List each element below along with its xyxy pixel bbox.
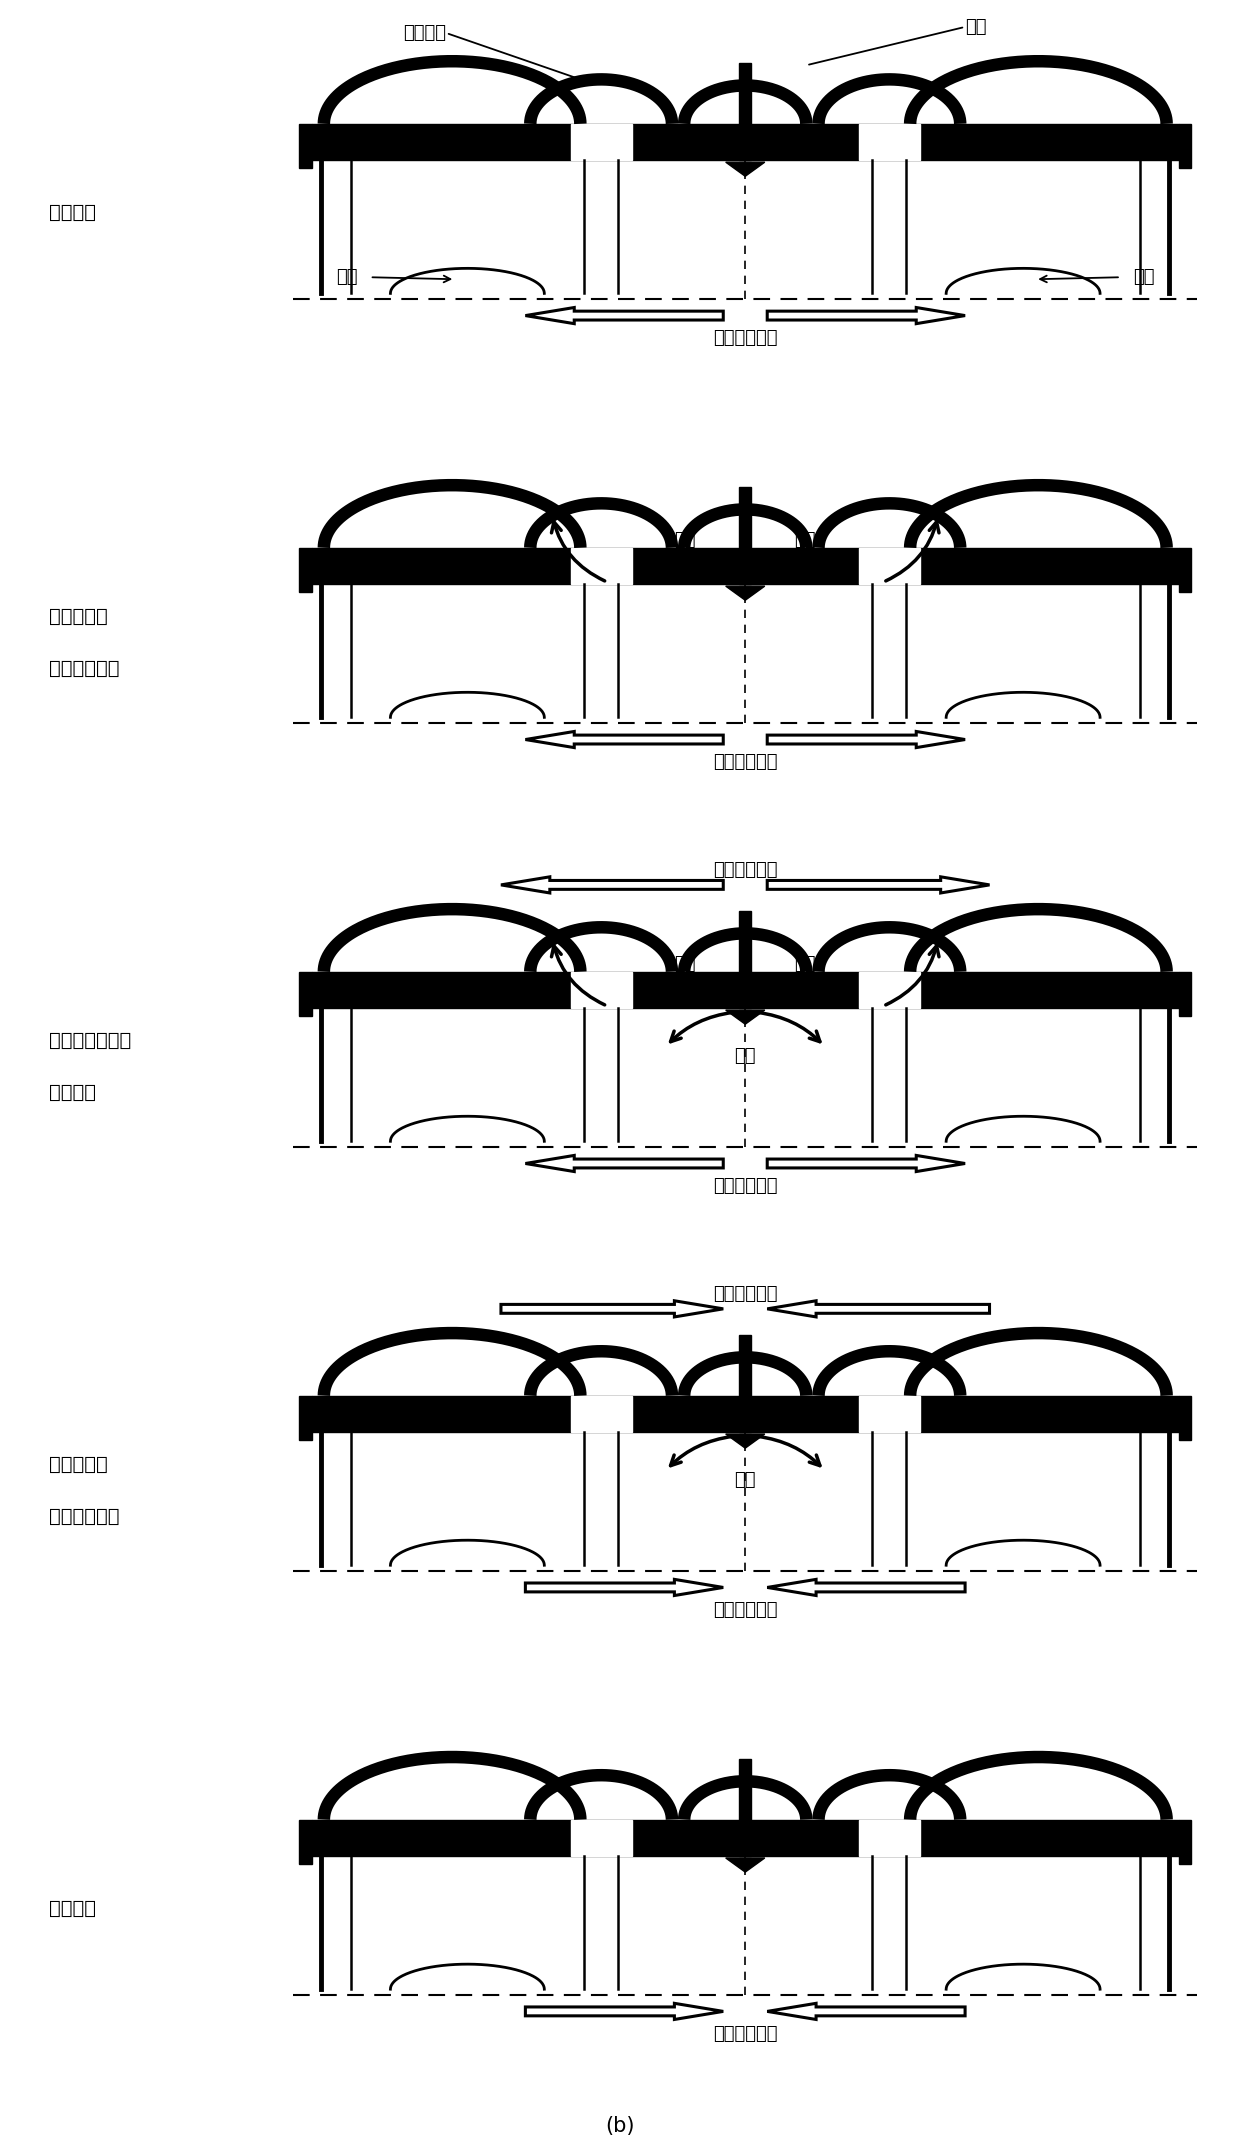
FancyArrow shape [526, 2003, 723, 2020]
Bar [739, 1760, 751, 1857]
Text: 进气: 进气 [734, 1047, 756, 1066]
Polygon shape [725, 161, 765, 176]
Bar [299, 125, 311, 168]
Text: 进气口打开: 进气口打开 [50, 1455, 108, 1474]
Bar [311, 1395, 1179, 1431]
Bar [570, 1820, 631, 1857]
Bar [1179, 1820, 1192, 1863]
Text: 进、排气口打开: 进、排气口打开 [50, 1032, 131, 1051]
Text: 自由排气阶段: 自由排气阶段 [50, 660, 119, 679]
Polygon shape [946, 1964, 1100, 1990]
Text: 进气: 进气 [734, 1472, 756, 1489]
Bar [311, 1820, 1179, 1857]
Polygon shape [391, 1964, 544, 1990]
Bar [311, 971, 1179, 1008]
Text: 膨胀阶段: 膨胀阶段 [50, 204, 95, 221]
Bar [739, 1335, 751, 1431]
Text: 活塞: 活塞 [336, 269, 357, 286]
Text: 过后充气阶段: 过后充气阶段 [50, 1506, 119, 1526]
FancyArrow shape [501, 877, 723, 894]
Text: (b): (b) [605, 2117, 635, 2136]
FancyArrow shape [526, 731, 723, 748]
Bar [1179, 125, 1192, 168]
Bar [1179, 1395, 1192, 1440]
Bar [299, 971, 311, 1016]
Polygon shape [946, 1115, 1100, 1141]
Text: 活塞: 活塞 [1133, 269, 1154, 286]
Polygon shape [391, 692, 544, 718]
Bar [859, 125, 920, 161]
Bar [859, 1395, 920, 1431]
Bar [311, 125, 1179, 161]
Bar [739, 488, 751, 585]
Text: 排气: 排气 [795, 531, 816, 548]
Bar [299, 548, 311, 593]
FancyArrow shape [526, 1156, 723, 1171]
Bar [570, 1395, 631, 1431]
FancyArrow shape [768, 1156, 965, 1171]
FancyArrow shape [526, 1580, 723, 1595]
Polygon shape [946, 692, 1100, 718]
Text: 压缩阶段: 压缩阶段 [50, 1900, 95, 1917]
Text: 排气: 排气 [675, 954, 696, 973]
Text: 滑动缸套: 滑动缸套 [403, 24, 446, 43]
Text: 活塞运动方向: 活塞运动方向 [713, 2024, 777, 2042]
Bar [859, 1820, 920, 1857]
FancyArrow shape [501, 1300, 723, 1317]
Text: 活塞运动方向: 活塞运动方向 [713, 1178, 777, 1195]
Text: 活塞运动方向: 活塞运动方向 [713, 752, 777, 771]
Bar [299, 1820, 311, 1863]
FancyArrow shape [768, 731, 965, 748]
FancyArrow shape [526, 307, 723, 324]
Polygon shape [946, 269, 1100, 294]
Polygon shape [725, 1433, 765, 1448]
Bar [1179, 971, 1192, 1016]
Polygon shape [725, 1859, 765, 1872]
Bar [859, 971, 920, 1008]
Polygon shape [946, 1541, 1100, 1564]
Polygon shape [725, 587, 765, 600]
Bar [299, 1395, 311, 1440]
Text: 活塞运动方向: 活塞运动方向 [713, 1601, 777, 1618]
FancyArrow shape [768, 1580, 965, 1595]
Text: 排气: 排气 [675, 531, 696, 548]
Bar [859, 548, 920, 585]
Text: 缸套运动方向: 缸套运动方向 [713, 1285, 777, 1302]
Bar [570, 548, 631, 585]
Bar [1179, 548, 1192, 593]
Bar [570, 971, 631, 1008]
Bar [570, 125, 631, 161]
Text: 活塞运动方向: 活塞运动方向 [713, 329, 777, 346]
FancyArrow shape [768, 2003, 965, 2020]
FancyArrow shape [768, 1300, 990, 1317]
Text: 缸体: 缸体 [965, 17, 987, 37]
Polygon shape [725, 1010, 765, 1025]
Bar [739, 62, 751, 161]
Text: 打气阶段: 打气阶段 [50, 1083, 95, 1102]
Text: 排气: 排气 [795, 954, 816, 973]
Polygon shape [391, 269, 544, 294]
FancyArrow shape [768, 877, 990, 894]
FancyArrow shape [768, 307, 965, 324]
Bar [739, 911, 751, 1008]
Text: 缸套运动方向: 缸套运动方向 [713, 860, 777, 879]
Text: 排气口打开: 排气口打开 [50, 606, 108, 625]
Polygon shape [391, 1541, 544, 1564]
Bar [311, 548, 1179, 585]
Polygon shape [391, 1115, 544, 1141]
